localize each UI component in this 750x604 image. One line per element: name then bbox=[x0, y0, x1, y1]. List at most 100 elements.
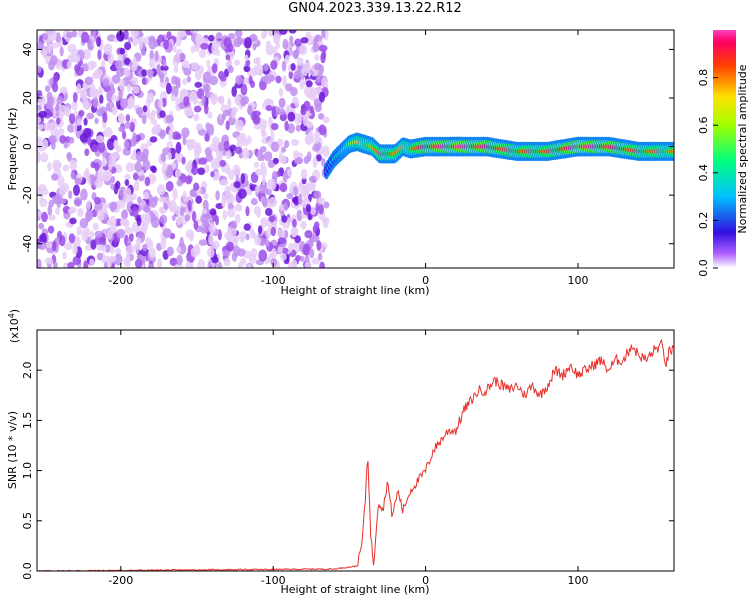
noise-blob bbox=[162, 59, 167, 68]
noise-blob bbox=[252, 41, 257, 51]
y-tick-label: -40 bbox=[21, 235, 34, 253]
noise-blob bbox=[174, 76, 181, 86]
noise-blob bbox=[62, 251, 67, 260]
noise-blob bbox=[197, 259, 206, 268]
noise-blob bbox=[209, 124, 215, 136]
noise-blob bbox=[281, 247, 289, 254]
noise-blob bbox=[138, 37, 143, 50]
noise-blob bbox=[288, 242, 293, 253]
noise-blob bbox=[204, 133, 210, 142]
noise-blob bbox=[57, 128, 65, 136]
noise-blob bbox=[190, 45, 196, 54]
noise-blob bbox=[142, 148, 149, 157]
noise-blob bbox=[167, 164, 174, 176]
noise-blob bbox=[132, 56, 137, 68]
noise-blob bbox=[184, 214, 191, 222]
noise-blob bbox=[159, 206, 165, 214]
x-tick-label: -100 bbox=[261, 574, 286, 587]
noise-blob bbox=[185, 175, 192, 185]
noise-blob bbox=[211, 256, 219, 264]
noise-blob bbox=[85, 167, 90, 177]
noise-blob bbox=[130, 30, 140, 39]
noise-blob bbox=[319, 91, 325, 103]
noise-blob bbox=[66, 60, 72, 70]
noise-blob bbox=[72, 92, 78, 103]
noise-blob bbox=[142, 159, 151, 171]
noise-blob bbox=[132, 85, 140, 94]
noise-blob bbox=[90, 239, 97, 250]
noise-blob bbox=[270, 258, 278, 267]
noise-blob bbox=[129, 121, 135, 133]
noise-blob bbox=[91, 144, 99, 153]
snr-frame bbox=[36, 329, 675, 572]
noise-blob bbox=[319, 261, 325, 268]
noise-blob bbox=[175, 141, 182, 154]
noise-blob bbox=[97, 49, 102, 60]
noise-blob bbox=[235, 213, 241, 224]
noise-blob bbox=[203, 193, 209, 200]
noise-blob bbox=[197, 123, 203, 131]
noise-blob bbox=[322, 218, 329, 229]
noise-blob bbox=[90, 161, 96, 169]
noise-blob bbox=[182, 78, 188, 86]
x-tick-label: 0 bbox=[422, 574, 429, 587]
noise-blob bbox=[172, 45, 177, 53]
noise-blob bbox=[181, 156, 186, 165]
noise-blob bbox=[294, 38, 302, 47]
noise-blob bbox=[73, 184, 80, 196]
noise-blob bbox=[148, 35, 156, 42]
spectrogram-noise bbox=[37, 30, 330, 268]
noise-blob bbox=[47, 161, 52, 172]
noise-blob bbox=[313, 221, 320, 230]
noise-blob bbox=[204, 164, 210, 174]
noise-blob bbox=[303, 100, 311, 112]
noise-blob bbox=[48, 214, 56, 221]
noise-blob bbox=[185, 261, 192, 268]
noise-blob bbox=[141, 69, 148, 77]
noise-blob bbox=[252, 115, 261, 125]
noise-blob bbox=[37, 122, 44, 131]
noise-blob bbox=[306, 34, 314, 46]
noise-blob bbox=[162, 228, 172, 239]
noise-blob bbox=[111, 74, 121, 84]
noise-blob bbox=[222, 249, 231, 257]
noise-blob bbox=[52, 82, 59, 93]
noise-blob bbox=[109, 201, 118, 211]
noise-blob bbox=[154, 50, 159, 62]
noise-blob bbox=[92, 71, 101, 80]
noise-blob bbox=[38, 184, 47, 192]
noise-blob bbox=[63, 141, 69, 149]
noise-blob bbox=[282, 38, 289, 50]
noise-blob bbox=[280, 252, 287, 261]
noise-blob bbox=[311, 257, 320, 265]
noise-blob bbox=[176, 254, 183, 266]
noise-blob bbox=[113, 139, 119, 149]
noise-blob bbox=[211, 43, 219, 56]
y-tick-label: 20 bbox=[21, 91, 34, 105]
noise-blob bbox=[204, 103, 209, 115]
noise-blob bbox=[135, 107, 144, 116]
colorbar-tick-label: 0.2 bbox=[697, 212, 710, 230]
noise-blob bbox=[245, 233, 250, 241]
noise-blob bbox=[314, 134, 320, 145]
noise-blob bbox=[78, 109, 85, 117]
noise-blob bbox=[39, 232, 47, 245]
noise-blob bbox=[246, 188, 253, 196]
noise-blob bbox=[87, 136, 92, 146]
noise-blob bbox=[37, 151, 41, 163]
noise-blob bbox=[159, 130, 166, 140]
noise-blob bbox=[295, 124, 302, 132]
noise-blob bbox=[175, 35, 182, 47]
noise-blob bbox=[43, 122, 53, 132]
x-tick-label: 0 bbox=[422, 274, 429, 287]
noise-blob bbox=[110, 175, 116, 184]
noise-blob bbox=[239, 236, 245, 243]
noise-blob bbox=[158, 196, 167, 203]
noise-blob bbox=[47, 225, 55, 234]
noise-blob bbox=[52, 108, 57, 118]
noise-blob bbox=[53, 73, 58, 85]
noise-blob bbox=[271, 247, 277, 259]
noise-blob bbox=[303, 155, 310, 165]
noise-blob bbox=[300, 220, 307, 230]
